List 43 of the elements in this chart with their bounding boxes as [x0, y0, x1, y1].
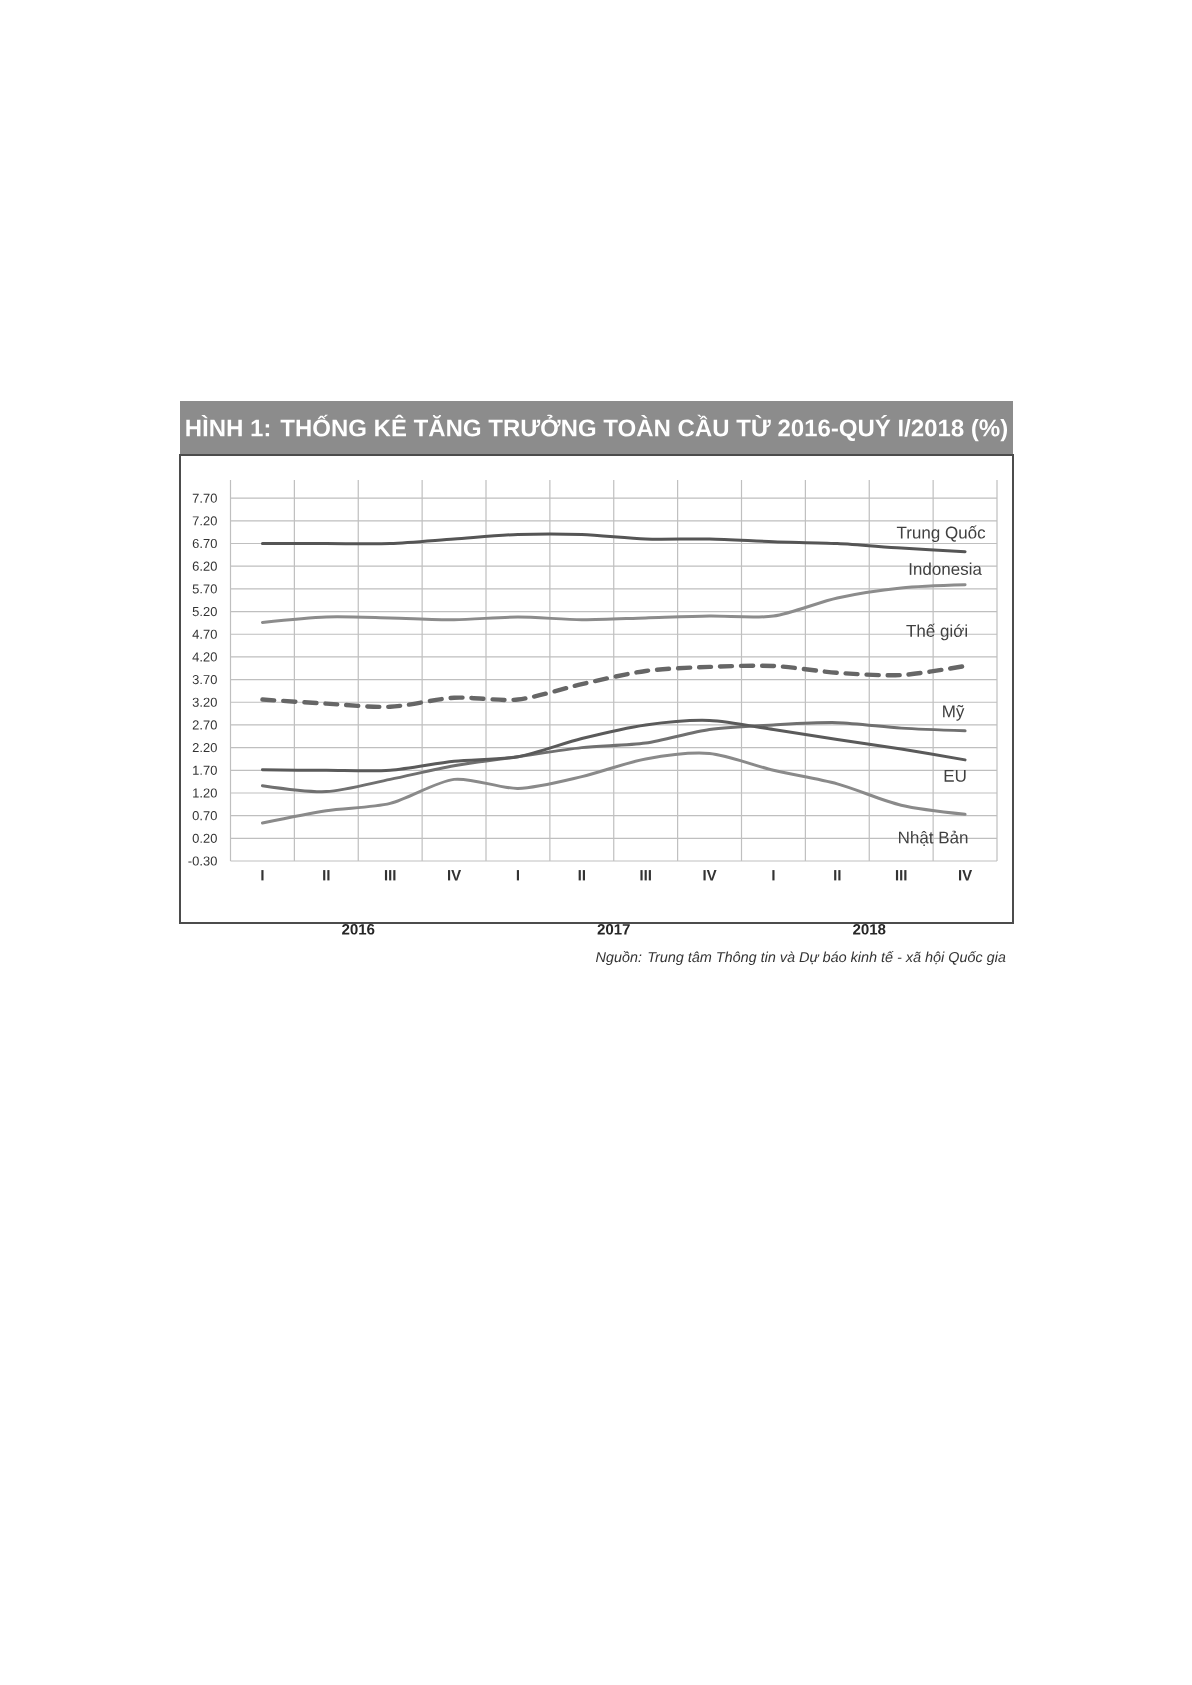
- y-tick-label: 0.20: [192, 833, 217, 843]
- chart-title: HÌNH 1: THỐNG KÊ TĂNG TRƯỞNG TOÀN CẦU TỪ 2016-QUÝ I/2018 (%): [186, 414, 1008, 442]
- y-tick-label: 4.20: [192, 652, 217, 662]
- series-label: EU: [944, 769, 966, 782]
- y-tick-label: 4.70: [192, 629, 217, 639]
- x-tick-label: IV: [447, 870, 462, 881]
- x-tick-label: III: [384, 870, 396, 881]
- x-tick-label: IV: [958, 870, 973, 881]
- series-label: Nhật Bản: [899, 830, 968, 846]
- y-tick-label: -0.30: [188, 856, 217, 866]
- text: 2018: [853, 923, 886, 935]
- y-tick-label: 2.20: [192, 743, 217, 753]
- y-tick-label: 1.70: [193, 765, 217, 775]
- series-label: Indonesia: [909, 562, 982, 576]
- y-tick-label: 3.20: [192, 697, 217, 707]
- x-tick-label: II: [323, 870, 330, 881]
- y-tick-label: 1.20: [193, 788, 217, 798]
- y-tick-label: 5.20: [192, 606, 217, 617]
- series-label: Mỹ: [943, 704, 965, 721]
- text: 2016: [342, 923, 375, 935]
- y-tick-label: 2.70: [192, 720, 217, 730]
- line-series: [260, 751, 967, 825]
- x-tick-label: III: [640, 870, 651, 881]
- x-tick-label: I: [516, 870, 520, 881]
- line-series: [260, 721, 967, 794]
- x-tick-label: III: [895, 870, 907, 881]
- series-label: Trung Quốc: [896, 525, 986, 542]
- x-tick-label: I: [772, 870, 775, 881]
- x-tick-label: II: [578, 870, 585, 881]
- text: Nguồn: Trung tâm Thông tin và Dự báo kinh tế - xã hội Quốc gia: [595, 950, 1006, 966]
- y-tick-label: 7.70: [192, 493, 217, 503]
- y-tick-label: 5.70: [192, 584, 217, 594]
- x-tick-label: IV: [703, 870, 717, 881]
- series-label: Thế giới: [906, 623, 967, 641]
- y-tick-label: 6.70: [192, 538, 217, 549]
- y-tick-label: 6.20: [192, 561, 217, 571]
- x-tick-label: II: [834, 870, 841, 881]
- y-tick-label: 7.20: [192, 516, 217, 526]
- y-tick-label: 3.70: [192, 675, 217, 685]
- line-series: [260, 583, 967, 624]
- x-tick-label: I: [261, 870, 264, 881]
- text: 2017: [597, 923, 630, 935]
- y-tick-label: 0.70: [192, 811, 217, 821]
